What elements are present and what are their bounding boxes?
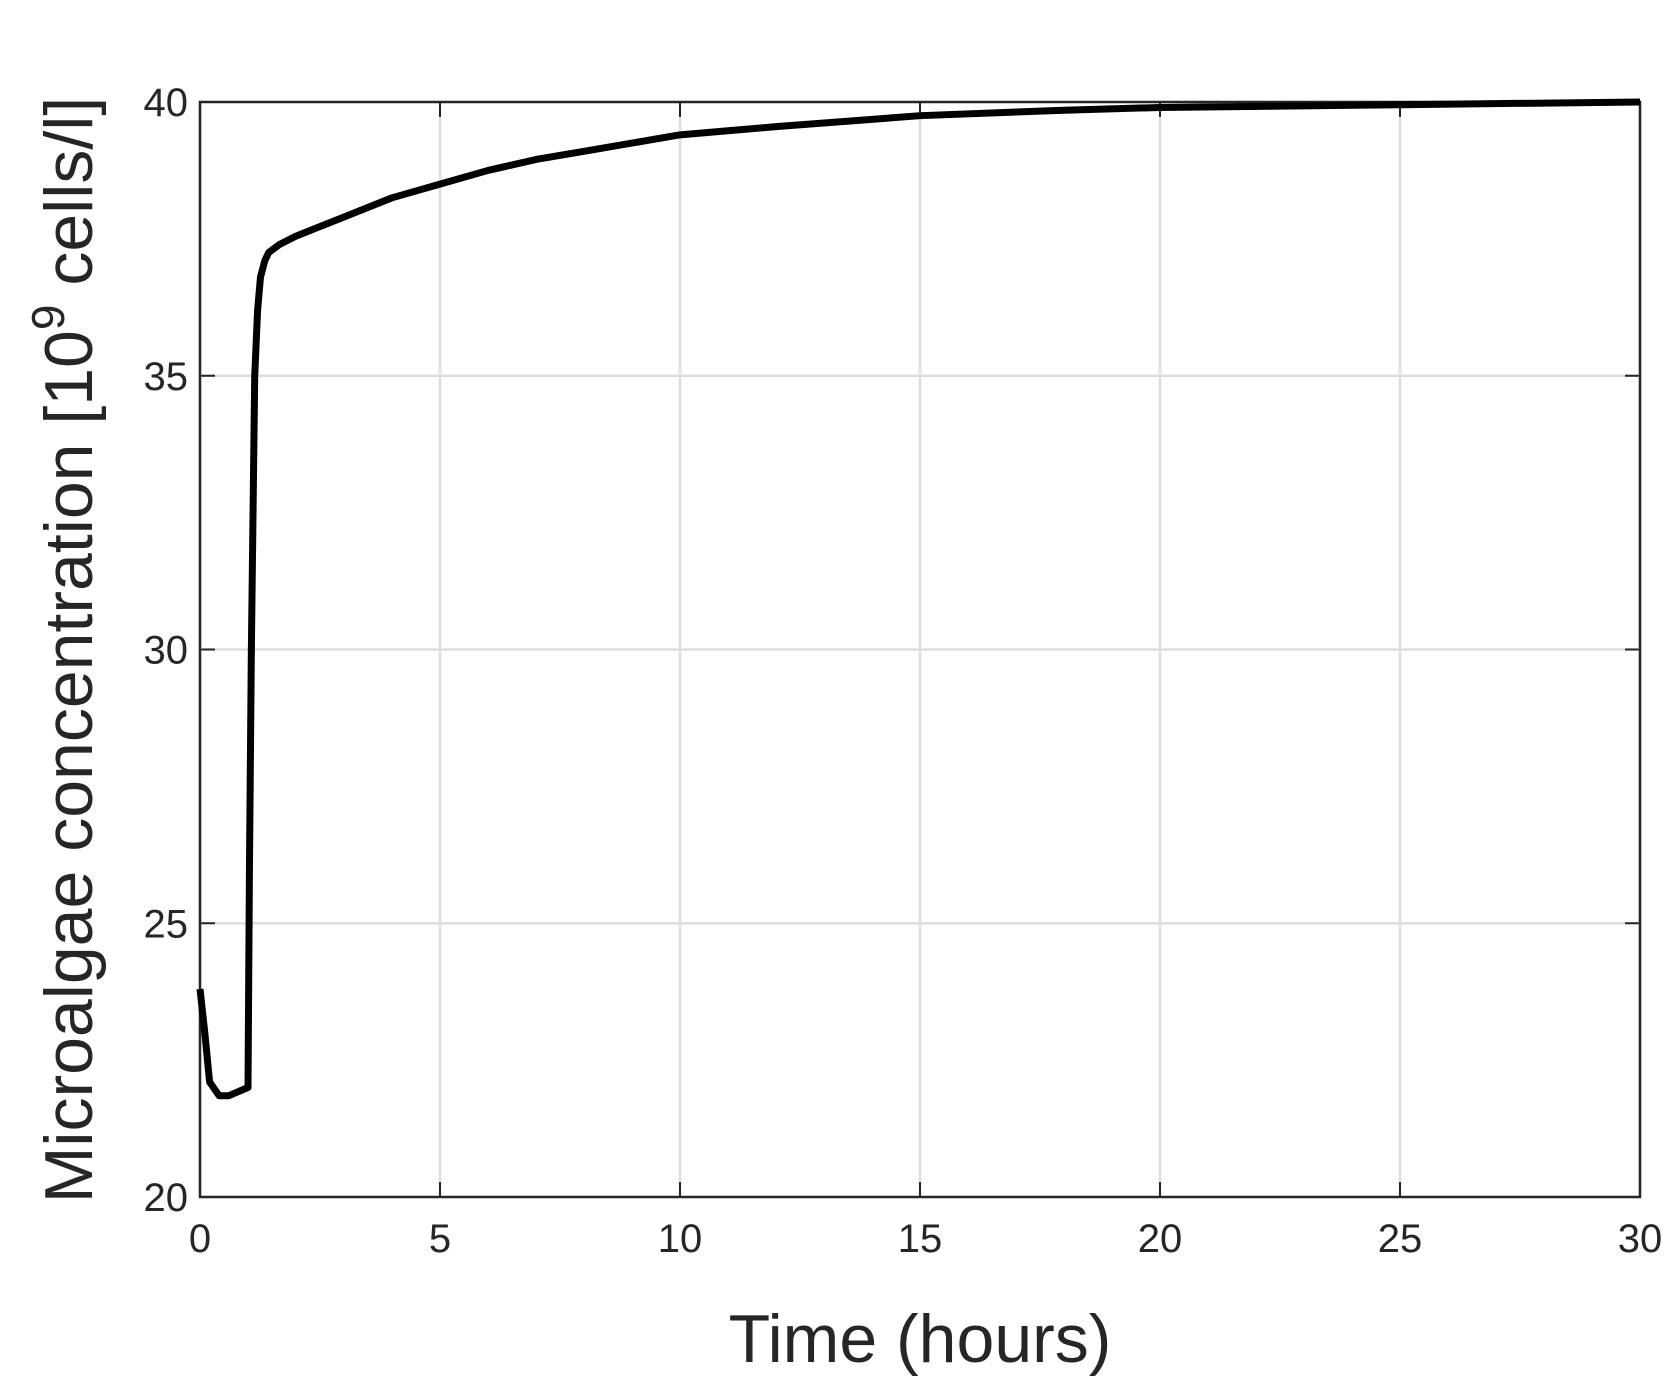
y-tick-label: 25: [144, 902, 189, 946]
data-line: [196, 98, 1641, 1100]
y-label-exponent: 9: [22, 305, 74, 331]
y-label-unit: cells/l]: [31, 97, 107, 305]
x-tick-label: 5: [429, 1217, 451, 1261]
y-tick-label: 30: [144, 629, 189, 673]
x-tick-label: 10: [658, 1217, 703, 1261]
x-axis-label: Time (hours): [729, 1301, 1112, 1377]
x-tick-label: 25: [1378, 1217, 1423, 1261]
plot-frame: [198, 100, 1642, 1199]
y-axis-label: Microalgae concentration [109 cells/l]: [22, 97, 107, 1204]
x-tick-label: 0: [189, 1217, 211, 1261]
x-tick-label: 30: [1618, 1217, 1663, 1261]
x-tick-label: 15: [898, 1217, 943, 1261]
y-tick-label: 20: [144, 1176, 189, 1220]
y-label-text: Microalgae concentration [10: [31, 330, 107, 1203]
y-tick-label: 35: [144, 355, 189, 399]
y-tick-label: 40: [144, 81, 189, 125]
x-tick-label: 20: [1138, 1217, 1183, 1261]
